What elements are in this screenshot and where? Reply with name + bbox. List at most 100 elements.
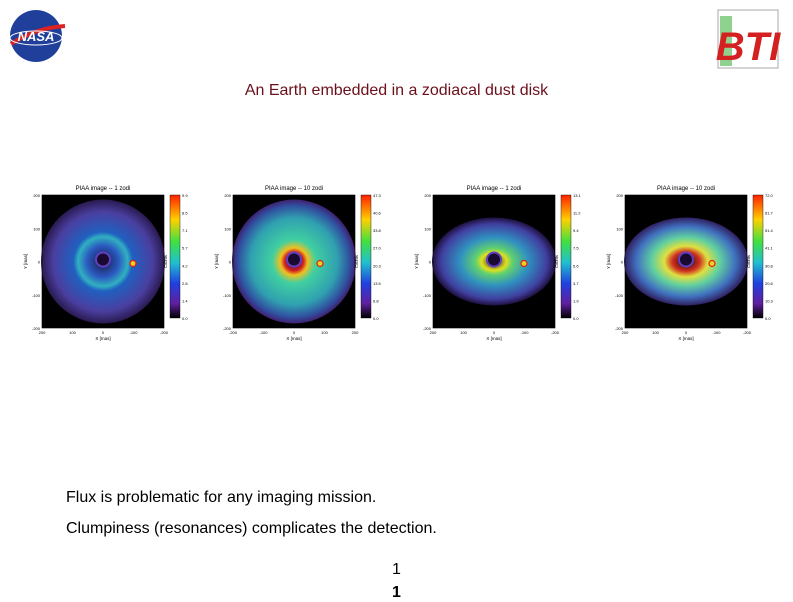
x-tick-label: -100 <box>712 330 721 335</box>
x-axis-label: X [mas] <box>486 336 501 341</box>
x-tick-label: -200 <box>743 330 752 335</box>
colorbar-label: Counts <box>746 255 751 268</box>
colorbar-tick-label: 10.3 <box>765 298 774 303</box>
x-tick-label: 100 <box>460 330 467 335</box>
colorbar-tick-label: 20.3 <box>373 263 382 268</box>
x-axis-label: X [mas] <box>95 336 110 341</box>
planet <box>129 259 137 268</box>
page-number: 1 <box>392 561 401 578</box>
plot-frame <box>232 194 356 329</box>
colorbar-tick-label: 41.1 <box>765 246 774 251</box>
plot-image: PIAA image -- 10 zodi 200 100 0 -100 -200-200… <box>214 186 382 341</box>
colorbar-tick-label: 6.8 <box>373 298 379 303</box>
plot-frame <box>624 194 748 329</box>
x-tick-label: 0 <box>102 330 105 335</box>
panel-title: PIAA image -- 10 zodi <box>657 186 715 192</box>
star-core <box>486 251 502 268</box>
colorbar-tick-label: 2.8 <box>182 281 188 286</box>
x-tick-label: 100 <box>69 330 76 335</box>
colorbar-tick-label: 61.7 <box>765 211 774 216</box>
y-tick-label: 0 <box>429 260 432 265</box>
y-tick-label: -200 <box>615 326 624 331</box>
plot-frame <box>41 194 165 329</box>
y-tick-label: 100 <box>616 226 623 231</box>
y-tick-label: 0 <box>38 260 41 265</box>
y-tick-label: -100 <box>423 293 432 298</box>
nasa-logo: NASA <box>9 10 66 62</box>
x-tick-label: -100 <box>520 330 529 335</box>
slide-title: An Earth embedded in a zodiacal dust dis… <box>244 82 549 99</box>
colorbar-tick-label: 72.0 <box>765 193 774 198</box>
bti-logo: BTI <box>716 9 781 69</box>
star-core <box>678 251 694 268</box>
colorbar-tick-label: 3.7 <box>573 281 579 286</box>
logo-text: BTI <box>716 25 781 69</box>
x-tick-label: -100 <box>259 330 268 335</box>
colorbar-tick-label: 0.0 <box>765 316 771 321</box>
x-tick-label: 100 <box>321 330 328 335</box>
body-line: Clumpiness (resonances) complicates the … <box>66 520 437 537</box>
colorbar-tick-label: 27.0 <box>373 246 382 251</box>
logo-text: NASA <box>18 29 55 44</box>
y-axis-label: Y [mas] <box>23 254 28 269</box>
star-core <box>286 251 302 268</box>
y-axis-label: Y [mas] <box>606 254 611 269</box>
colorbar-tick-label: 4.2 <box>182 263 188 268</box>
y-tick-label: 100 <box>33 226 40 231</box>
planet <box>316 259 324 268</box>
y-tick-label: 100 <box>424 226 431 231</box>
colorbar-tick-label: 20.6 <box>765 281 774 286</box>
x-axis-label: X [mas] <box>286 336 301 341</box>
y-tick-label: -100 <box>223 293 232 298</box>
y-tick-label: -200 <box>32 326 41 331</box>
colorbar-tick-label: 0.0 <box>182 316 188 321</box>
colorbar <box>360 194 372 319</box>
colorbar-tick-label: 1.4 <box>182 298 188 303</box>
page-number: 1 <box>392 584 401 601</box>
x-tick-label: 200 <box>352 330 359 335</box>
x-tick-label: 200 <box>622 330 629 335</box>
y-tick-label: 200 <box>33 193 40 198</box>
colorbar-tick-label: 13.5 <box>373 281 382 286</box>
x-tick-label: 0 <box>685 330 688 335</box>
colorbar-tick-label: 8.5 <box>182 211 188 216</box>
x-tick-label: 0 <box>293 330 296 335</box>
colorbar-tick-label: 11.2 <box>573 211 581 216</box>
colorbar-label: Counts <box>554 255 559 268</box>
colorbar-tick-label: 33.8 <box>373 228 382 233</box>
y-tick-label: 200 <box>424 193 431 198</box>
x-axis-label: X [mas] <box>678 336 693 341</box>
colorbar-tick-label: 5.7 <box>182 246 188 251</box>
y-tick-label: -200 <box>423 326 432 331</box>
y-tick-label: -200 <box>223 326 232 331</box>
colorbar <box>560 194 572 319</box>
plot-frame <box>432 194 556 329</box>
y-tick-label: 100 <box>224 226 231 231</box>
colorbar-tick-label: 47.3 <box>373 193 382 198</box>
x-tick-label: -100 <box>129 330 138 335</box>
planet <box>520 259 528 268</box>
colorbar-tick-label: 9.9 <box>182 193 188 198</box>
colorbar-tick-label: 1.9 <box>573 298 579 303</box>
panel-title: PIAA image -- 1 zodi <box>76 186 131 192</box>
x-tick-label: -200 <box>551 330 560 335</box>
x-tick-label: 0 <box>493 330 496 335</box>
colorbar-label: Counts <box>354 255 359 268</box>
colorbar-tick-label: 30.8 <box>765 263 774 268</box>
panel-title: PIAA image -- 10 zodi <box>265 186 323 192</box>
colorbar-label: Counts <box>163 255 168 268</box>
x-tick-label: 200 <box>430 330 437 335</box>
y-tick-label: 0 <box>229 260 232 265</box>
y-axis-label: Y [mas] <box>214 254 219 269</box>
y-axis-label: Y [mas] <box>414 254 419 269</box>
panel-title: PIAA image -- 1 zodi <box>467 186 522 192</box>
colorbar <box>169 194 181 319</box>
colorbar-tick-label: 5.6 <box>573 263 579 268</box>
y-tick-label: 200 <box>616 193 623 198</box>
colorbar <box>752 194 764 319</box>
colorbar-tick-label: 51.4 <box>765 228 774 233</box>
